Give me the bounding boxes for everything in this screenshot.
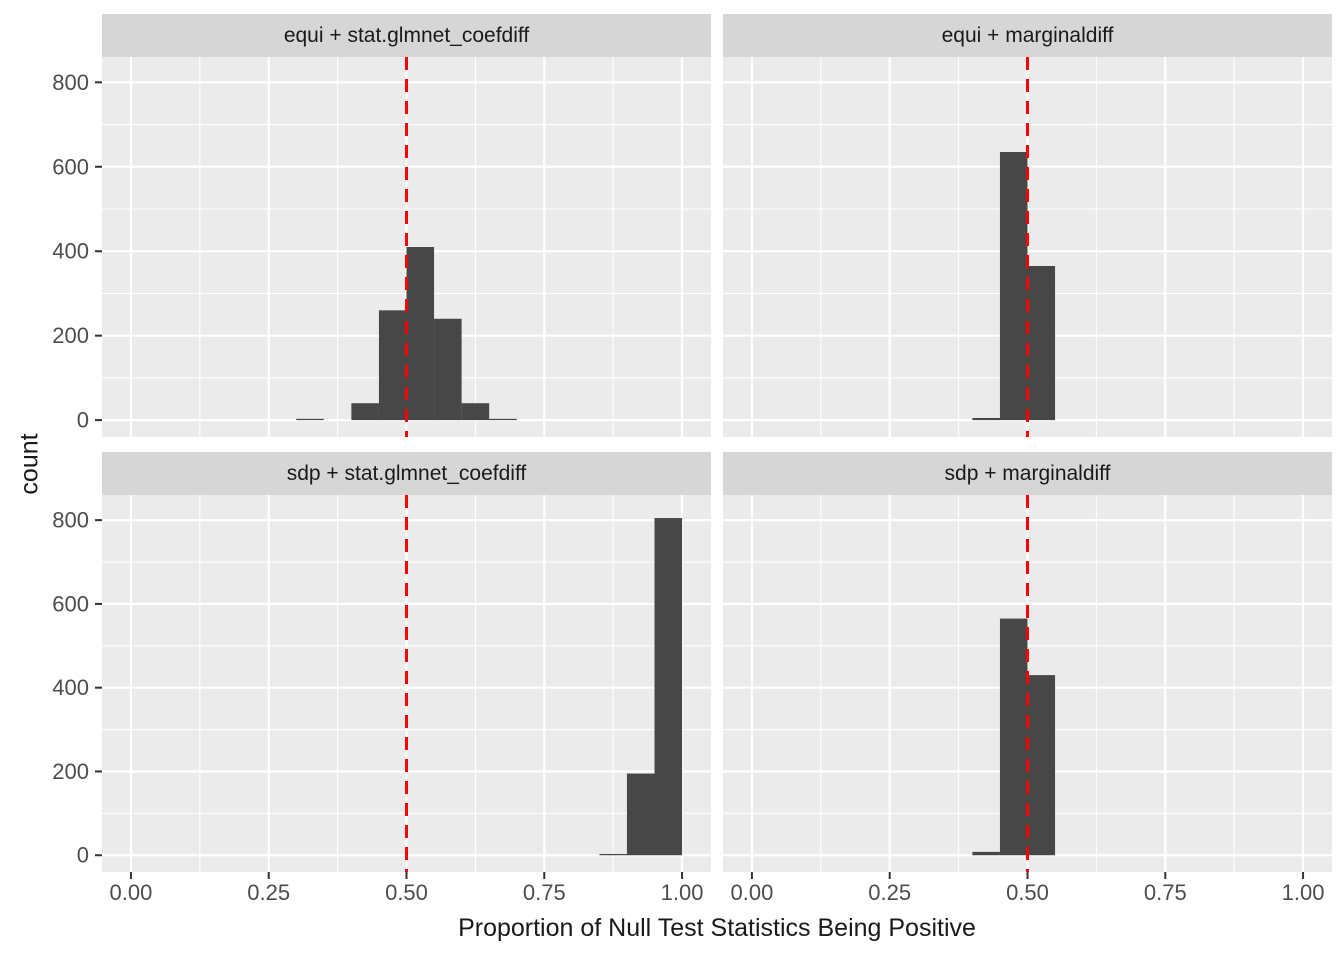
histogram-bar	[999, 152, 1028, 421]
facet-strip: equi + marginaldiff	[723, 14, 1332, 57]
y-tick-label: 600	[52, 154, 89, 179]
histogram-bar	[599, 853, 627, 856]
histogram-bar	[1027, 675, 1056, 856]
y-tick-label: 800	[52, 508, 89, 533]
x-tick-label: 0.75	[1144, 880, 1187, 905]
y-tick-label: 800	[52, 70, 89, 95]
y-tick-label: 600	[52, 591, 89, 616]
y-tick-label: 200	[52, 323, 89, 348]
histogram-bar	[434, 318, 462, 421]
facet-strip: equi + stat.glmnet_coefdiff	[102, 14, 711, 57]
facet-strip-label: equi + stat.glmnet_coefdiff	[283, 23, 530, 47]
histogram-bar	[654, 518, 683, 856]
facet-strip-label: equi + marginaldiff	[941, 23, 1114, 47]
histogram-bar	[999, 618, 1028, 856]
histogram-bar	[461, 403, 490, 421]
x-tick-label: 0.25	[868, 880, 911, 905]
x-tick-label: 0.00	[110, 880, 153, 905]
x-tick-label: 1.00	[661, 880, 704, 905]
histogram-bar	[489, 418, 517, 421]
x-tick-label: 0.00	[731, 880, 774, 905]
y-tick-label: 0	[77, 843, 89, 868]
facet-strip-label: sdp + stat.glmnet_coefdiff	[286, 461, 527, 485]
x-axis-title: Proportion of Null Test Statistics Being…	[458, 914, 976, 942]
x-tick-label: 0.75	[523, 880, 566, 905]
histogram-bar	[972, 851, 1000, 856]
x-tick-label: 0.50	[385, 880, 428, 905]
histogram-bar	[1027, 266, 1056, 421]
facet-strip: sdp + marginaldiff	[723, 452, 1332, 495]
y-tick-label: 0	[77, 408, 89, 433]
histogram-bar	[406, 247, 435, 421]
histogram-bar	[351, 403, 379, 421]
x-tick-label: 1.00	[1282, 880, 1325, 905]
y-tick-label: 400	[52, 675, 89, 700]
facet-strip-label: sdp + marginaldiff	[944, 461, 1111, 485]
y-axis-title: count	[15, 433, 44, 495]
y-tick-label: 400	[52, 239, 89, 264]
x-tick-label: 0.50	[1006, 880, 1049, 905]
y-tick-label: 200	[52, 759, 89, 784]
histogram-bar	[626, 773, 655, 856]
x-tick-label: 0.25	[247, 880, 290, 905]
histogram-bar	[378, 310, 407, 421]
facet-strip: sdp + stat.glmnet_coefdiff	[102, 452, 711, 495]
histogram-bar	[296, 418, 324, 421]
histogram-bar	[972, 418, 1000, 421]
